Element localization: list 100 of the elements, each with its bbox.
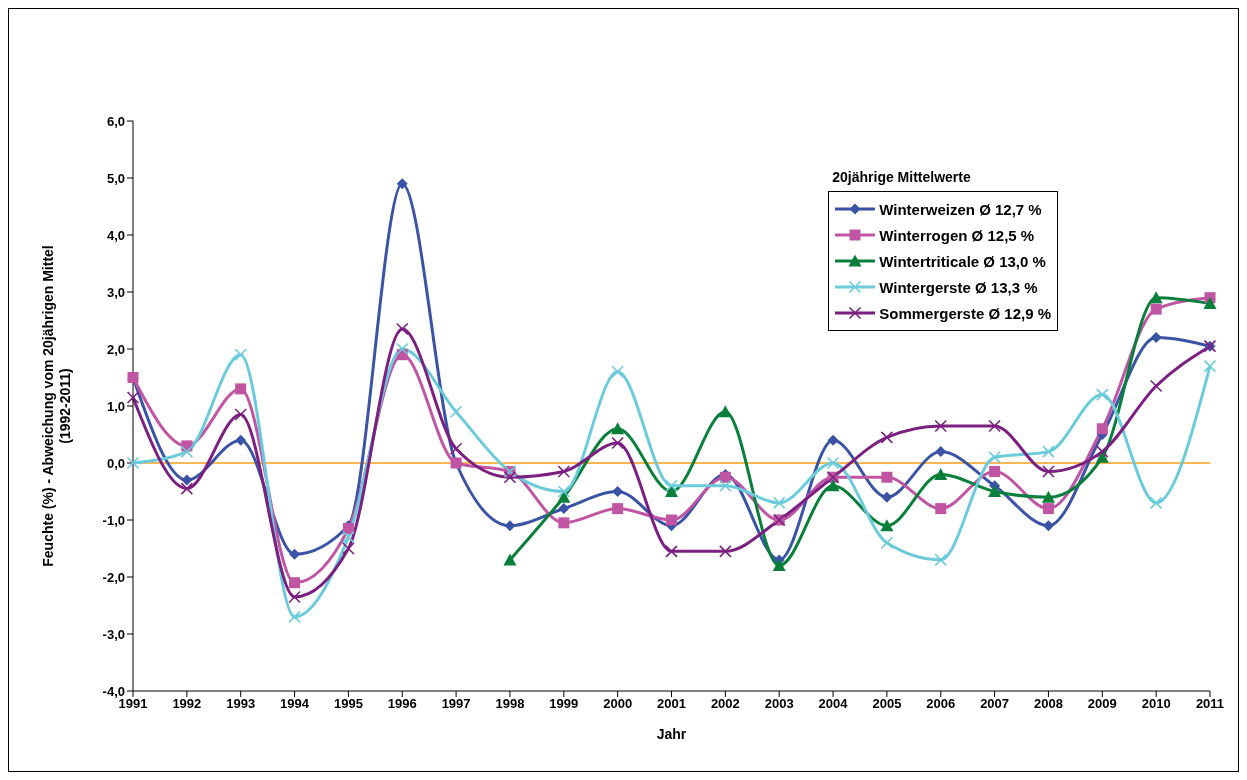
x-tick-label: 2006 [926, 696, 956, 712]
point [289, 548, 301, 560]
point [611, 436, 624, 450]
x-tick-label: 2003 [764, 696, 794, 712]
point [989, 466, 1001, 478]
y-tick-label: -2,0 [102, 569, 125, 585]
point [558, 517, 570, 529]
y-tick-label: 6,0 [106, 113, 125, 129]
point [611, 365, 624, 379]
x-tick-label: 1995 [333, 696, 363, 712]
point [342, 530, 355, 544]
point [396, 178, 408, 190]
x-tick-label: 2007 [980, 696, 1010, 712]
x-tick-label: 1997 [441, 696, 471, 712]
point [1096, 423, 1108, 435]
point [1042, 465, 1055, 478]
point [988, 485, 1002, 497]
point [1203, 296, 1217, 309]
point [988, 451, 1001, 464]
point [881, 471, 893, 483]
point [289, 577, 301, 589]
x-tick-label: 2000 [603, 696, 633, 712]
point [665, 545, 678, 558]
y-tick-label: -1,0 [102, 512, 125, 528]
point [126, 456, 140, 470]
x-tick-label: 2010 [1141, 696, 1171, 712]
point [934, 419, 948, 433]
x-tick-label: 1998 [495, 696, 525, 712]
point [772, 496, 786, 510]
point [234, 348, 247, 361]
point [772, 559, 786, 572]
y-tick-label: 5,0 [106, 170, 125, 186]
y-axis-title: Feuchte (%) - Abweichung vom 20jährigen Mittel (1992-2011) [39, 245, 73, 567]
point [1150, 303, 1162, 315]
legend-label: Wintertriticale Ø 13,0 % [879, 252, 1046, 270]
point [826, 479, 840, 492]
point [718, 405, 732, 418]
point [935, 503, 947, 515]
point [665, 479, 678, 493]
x-tick-label: 2011 [1195, 696, 1225, 712]
y-tick-label: 3,0 [106, 284, 125, 300]
legend-label: Winterweizen Ø 12,7 % [879, 200, 1042, 218]
point [1042, 520, 1054, 532]
legend-label: Winterrogen Ø 12,5 % [879, 226, 1035, 244]
point [934, 553, 948, 567]
point [827, 434, 839, 446]
point [557, 485, 571, 498]
point [1149, 291, 1163, 304]
point [342, 542, 355, 555]
x-tick-label: 1992 [172, 696, 202, 712]
y-tick-label: 1,0 [106, 398, 125, 414]
point [666, 514, 677, 526]
point [234, 408, 247, 421]
point [235, 383, 247, 395]
y-tick-label: 4,0 [106, 227, 125, 243]
point [719, 479, 732, 493]
point [557, 465, 571, 478]
point [1150, 332, 1162, 344]
point [395, 342, 409, 356]
point [1042, 445, 1055, 458]
x-tick-label: 1993 [226, 696, 256, 712]
x-tick-label: 2001 [657, 696, 686, 712]
point [288, 610, 301, 624]
x-tick-label: 1999 [549, 696, 579, 712]
point [1096, 445, 1109, 458]
x-tick-label: 2008 [1033, 696, 1063, 712]
point [611, 422, 625, 435]
x-tick-label: 1991 [118, 696, 148, 712]
point [180, 482, 194, 495]
point [880, 536, 894, 550]
point [880, 519, 894, 532]
point [612, 486, 624, 497]
y-tick-label: 2,0 [106, 341, 125, 357]
point [503, 470, 517, 484]
y-tick-label: -3,0 [102, 626, 125, 642]
point [395, 322, 409, 336]
point [1042, 503, 1054, 515]
legend-label: Sommergerste Ø 12,9 % [879, 304, 1051, 322]
point [235, 434, 247, 446]
x-tick-label: 2004 [818, 696, 849, 712]
point [719, 545, 732, 558]
point [181, 474, 193, 486]
point [612, 503, 624, 515]
y-tick-label: 0,0 [106, 455, 125, 471]
legend-title: 20jährige Mittelwerte [832, 169, 972, 185]
point [934, 467, 948, 480]
point [935, 446, 947, 458]
point [1149, 496, 1163, 510]
legend-label: Wintergerste Ø 13,3 % [879, 278, 1038, 296]
x-tick-label: 2002 [710, 696, 740, 712]
point [881, 491, 893, 503]
point [288, 590, 301, 604]
x-tick-label: 1996 [387, 696, 417, 712]
point [503, 553, 517, 566]
point [1096, 388, 1109, 401]
point [557, 490, 571, 503]
y-tick-label: -4,0 [102, 683, 125, 699]
point [880, 431, 894, 444]
x-tick-label: 1994 [280, 696, 310, 712]
x-tick-label: 2005 [872, 696, 902, 712]
